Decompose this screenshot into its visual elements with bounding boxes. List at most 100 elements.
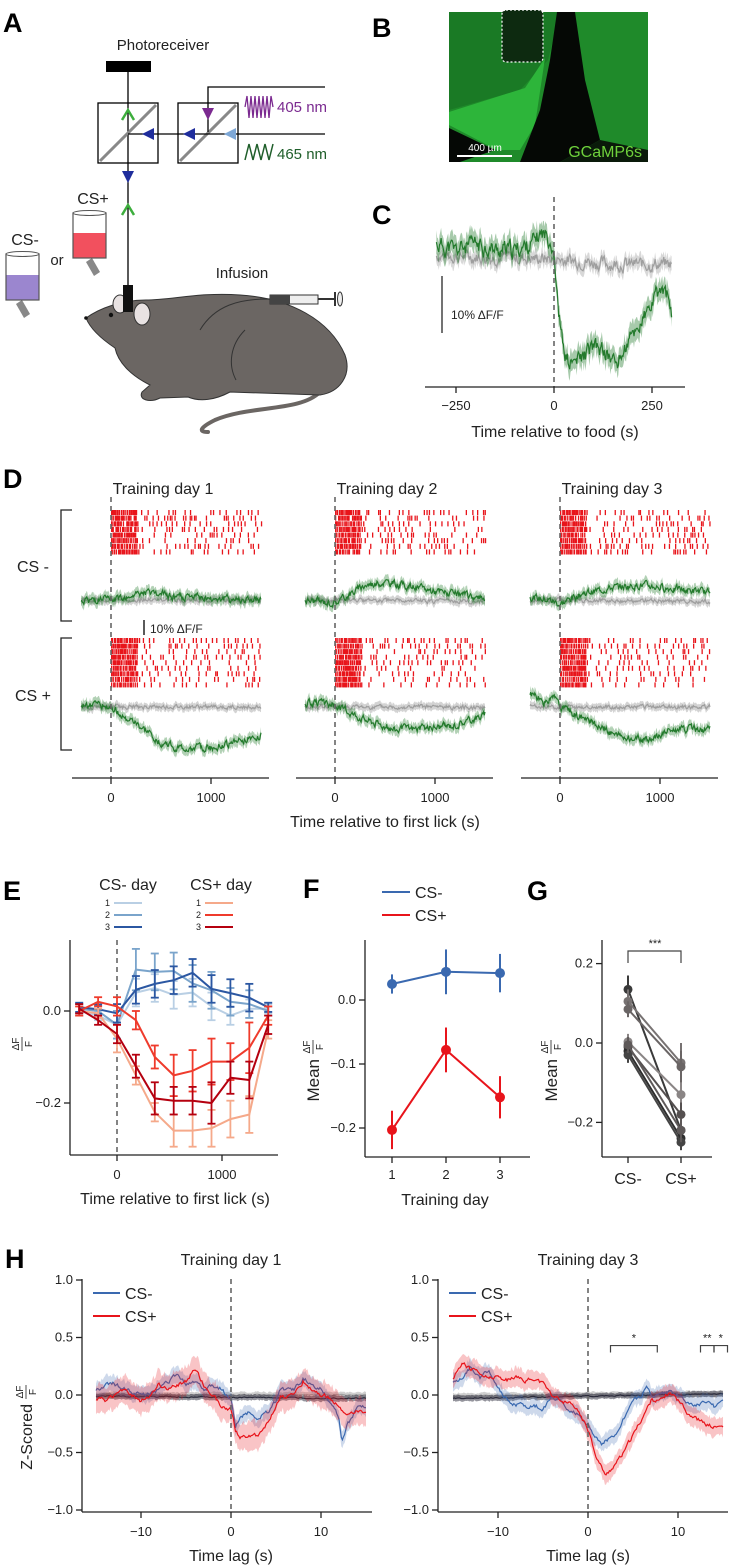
lick-tick xyxy=(131,538,133,544)
lick-tick xyxy=(481,654,483,660)
lick-tick xyxy=(234,638,237,643)
lick-tick xyxy=(663,682,665,688)
lick-tick xyxy=(231,526,234,532)
lick-tick xyxy=(431,543,433,549)
lick-tick xyxy=(337,510,339,516)
lick-tick xyxy=(566,643,568,649)
lick-tick xyxy=(561,671,563,677)
lick-tick xyxy=(123,510,125,516)
h-significance-label: * xyxy=(719,1333,724,1345)
lick-tick xyxy=(472,515,475,521)
lick-tick xyxy=(688,515,690,521)
lick-tick xyxy=(360,538,362,544)
lick-tick xyxy=(136,543,138,549)
lick-tick xyxy=(125,676,127,682)
y-axis-label-numerator: ΔF xyxy=(15,1386,26,1399)
lick-tick xyxy=(566,510,568,516)
lick-tick xyxy=(335,526,337,532)
lick-tick xyxy=(572,526,574,532)
lick-tick xyxy=(357,532,359,538)
lick-tick xyxy=(118,638,120,643)
lick-tick xyxy=(580,538,582,544)
h-significance-bracket xyxy=(713,1344,729,1353)
lick-tick xyxy=(568,638,570,643)
lick-tick xyxy=(453,521,455,527)
lick-tick xyxy=(128,549,131,555)
lick-tick xyxy=(201,649,204,655)
h-y-tick-label: −0.5 xyxy=(403,1445,429,1460)
lick-tick xyxy=(345,543,347,549)
lick-tick xyxy=(570,543,573,549)
lick-tick xyxy=(258,649,260,655)
e-series-cs_plus-day-2 xyxy=(78,1000,270,1077)
lick-tick xyxy=(579,510,581,516)
lick-tick xyxy=(188,676,191,682)
lick-tick xyxy=(345,510,347,516)
lick-tick xyxy=(572,515,575,521)
lick-tick xyxy=(227,515,229,521)
lick-tick xyxy=(120,665,122,671)
lick-tick xyxy=(135,515,137,521)
lick-tick xyxy=(605,538,607,544)
lick-tick xyxy=(345,665,348,671)
lick-tick xyxy=(340,682,342,688)
lick-tick xyxy=(567,549,569,555)
lick-tick xyxy=(121,538,123,544)
lick-tick xyxy=(181,526,184,532)
lick-tick xyxy=(346,515,348,521)
lick-tick xyxy=(336,526,338,532)
lick-tick xyxy=(345,660,347,666)
lick-tick xyxy=(606,521,609,527)
e-legend-day-label: 1 xyxy=(105,898,110,908)
lick-tick xyxy=(240,654,242,660)
lick-tick xyxy=(254,515,257,521)
lick-tick xyxy=(114,676,117,682)
lick-tick xyxy=(132,638,134,643)
lick-tick xyxy=(620,510,622,516)
lick-tick xyxy=(255,665,257,671)
lick-tick xyxy=(157,515,160,521)
lick-tick xyxy=(341,521,343,527)
lick-tick xyxy=(707,543,709,549)
e-legend-day-label: 3 xyxy=(105,922,110,932)
lick-tick xyxy=(682,654,685,660)
lick-tick xyxy=(356,676,358,682)
lick-tick xyxy=(573,538,575,544)
lick-tick xyxy=(352,665,355,671)
lick-tick xyxy=(199,543,201,549)
lick-tick xyxy=(230,665,232,671)
lick-tick xyxy=(339,671,341,677)
lick-tick xyxy=(598,660,600,666)
lick-tick xyxy=(662,649,664,655)
lick-tick xyxy=(385,665,387,671)
lick-tick xyxy=(355,543,357,549)
h-cs-plus-trace-band xyxy=(96,1355,366,1453)
lick-tick xyxy=(127,676,129,682)
lick-tick xyxy=(126,660,128,666)
lick-tick xyxy=(337,665,339,671)
lick-tick xyxy=(438,676,440,682)
panel-label-h: H xyxy=(5,1244,25,1274)
lick-tick xyxy=(341,649,343,655)
lick-tick xyxy=(122,538,125,544)
lick-tick xyxy=(690,532,692,538)
lick-tick xyxy=(227,671,229,677)
lick-tick xyxy=(627,526,629,532)
lick-tick xyxy=(243,671,245,677)
lick-tick xyxy=(229,654,231,660)
lick-tick xyxy=(356,665,358,671)
lick-tick xyxy=(574,649,576,655)
lick-tick xyxy=(386,543,388,549)
lick-tick xyxy=(658,532,661,538)
h-x-tick-label: 10 xyxy=(671,1524,685,1539)
lick-tick xyxy=(346,526,348,532)
panel-label-c: C xyxy=(372,200,392,230)
lick-tick xyxy=(568,538,571,544)
lick-tick xyxy=(664,638,666,643)
lick-tick xyxy=(341,654,343,660)
lick-tick xyxy=(387,532,389,538)
lick-tick xyxy=(576,543,578,549)
lick-tick xyxy=(347,532,350,538)
lick-tick xyxy=(343,515,345,521)
